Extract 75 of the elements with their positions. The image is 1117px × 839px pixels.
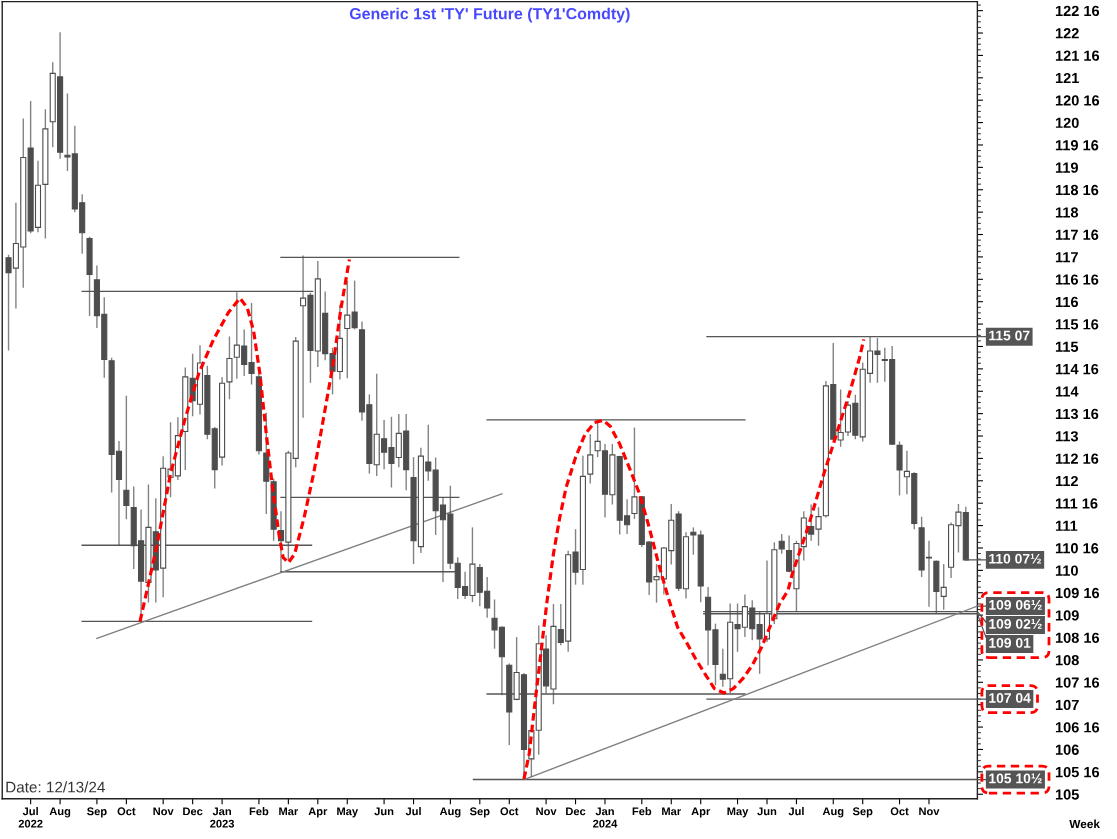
annotation: 109 01: [989, 637, 1031, 648]
y-tick-label: 109: [1055, 610, 1079, 621]
x-tick-label: Mar: [662, 807, 681, 816]
y-tick-label: 112 16: [1055, 453, 1099, 464]
annotation: 109 06½: [989, 599, 1042, 610]
y-tick-label: 114 16: [1055, 363, 1099, 375]
y-tick-label: 114: [1055, 386, 1079, 397]
y-tick-label: 105: [1055, 789, 1079, 800]
x-tick-label: Jul: [788, 807, 804, 816]
x-tick-label: Jul: [405, 807, 421, 816]
x-tick-label: Aug: [49, 807, 71, 818]
y-tick-label: 112: [1055, 475, 1078, 487]
x-tick-label: Mar: [279, 807, 299, 816]
annotation: 107 04: [989, 692, 1031, 703]
y-tick-label: 109 16: [1055, 587, 1100, 599]
y-tick-label: 110 16: [1055, 543, 1099, 554]
y-tick-label: 107: [1055, 699, 1079, 711]
y-tick-label: 118 16: [1055, 184, 1099, 196]
y-tick-label: 121 16: [1055, 50, 1100, 61]
x-tick-label: Sep: [852, 807, 873, 818]
y-tick-label: 122: [1055, 28, 1079, 39]
x-tick-label: Jan 2023: [210, 807, 235, 828]
x-tick-label: Aug: [439, 807, 461, 818]
annotation: 109 02½: [989, 618, 1042, 629]
y-tick-label: 116: [1055, 296, 1078, 308]
y-tick-label: 108: [1055, 655, 1079, 666]
y-tick-label: 119 16: [1055, 140, 1099, 151]
annotation: 105 10½: [989, 773, 1042, 784]
x-tick-label: Nov: [919, 807, 940, 816]
x-tick-label: Nov: [153, 807, 174, 816]
x-tick-label: Apr: [308, 807, 328, 818]
x-tick-label: Jul 2022: [18, 807, 43, 828]
x-tick-label: Sep: [87, 807, 107, 818]
x-axis-title: Week: [1069, 819, 1100, 829]
y-tick-label: 113: [1055, 431, 1078, 442]
x-tick-label: Oct: [117, 807, 136, 816]
chart-title: Generic 1st 'TY' Future (TY1'Comdty): [349, 7, 630, 23]
x-tick-label: Jun: [374, 807, 394, 816]
y-tick-label: 117: [1055, 252, 1078, 263]
x-tick-label: Feb: [632, 807, 652, 816]
y-tick-label: 110: [1055, 565, 1078, 576]
y-tick-label: 105 16: [1055, 766, 1100, 778]
x-tick-label: Oct: [890, 807, 909, 816]
x-tick-label: May: [727, 807, 749, 818]
y-tick-label: 116 16: [1055, 274, 1099, 285]
y-tick-label: 107 16: [1055, 677, 1100, 688]
x-tick-label: Jan 2024: [593, 807, 618, 828]
y-tick-label: 119: [1055, 162, 1078, 173]
y-tick-label: 113 16: [1055, 408, 1099, 420]
y-tick-label: 115: [1055, 341, 1079, 352]
x-tick-label: Oct: [500, 807, 519, 816]
y-tick-label: 111 16: [1055, 498, 1098, 509]
y-tick-label: 118: [1055, 207, 1079, 218]
x-tick-label: Aug: [822, 807, 844, 818]
y-tick-label: 120: [1055, 117, 1079, 129]
annotation: Date: 12/13/24: [6, 781, 105, 793]
x-tick-label: Apr: [691, 807, 711, 818]
annotation: 115 07: [989, 330, 1030, 341]
y-tick-label: 106: [1055, 744, 1079, 755]
y-tick-label: 111: [1055, 520, 1078, 531]
annotation: 110 07½: [989, 553, 1042, 564]
y-tick-label: 122 16: [1055, 5, 1100, 17]
y-tick-label: 120 16: [1055, 95, 1100, 106]
x-tick-label: Jun: [757, 807, 777, 816]
x-tick-label: Dec: [183, 807, 203, 816]
x-tick-label: Sep: [469, 807, 490, 818]
y-tick-label: 108 16: [1055, 632, 1100, 643]
x-tick-label: Dec: [566, 807, 586, 816]
y-tick-label: 117 16: [1055, 229, 1099, 240]
y-tick-label: 106 16: [1055, 722, 1100, 733]
y-tick-label: 115 16: [1055, 319, 1099, 330]
x-tick-label: May: [337, 807, 359, 818]
x-tick-label: Feb: [249, 807, 269, 816]
y-tick-label: 121: [1055, 72, 1079, 84]
x-tick-label: Nov: [536, 807, 557, 816]
